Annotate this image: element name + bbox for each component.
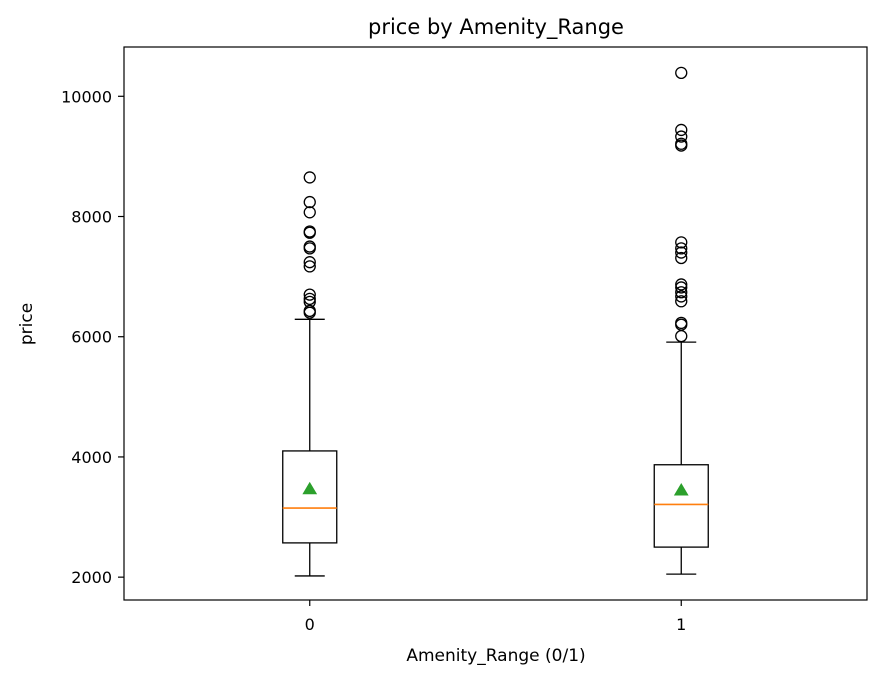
plot-frame xyxy=(123,46,868,601)
x-axis-label: Amenity_Range (0/1) xyxy=(406,646,585,666)
y-axis: 2000 4000 6000 8000 10000 xyxy=(61,87,124,587)
outlier-point xyxy=(675,286,688,299)
outlier-point xyxy=(303,195,316,209)
outlier-point xyxy=(675,130,688,143)
iqr-box xyxy=(282,450,338,544)
x-tick-label: 0 xyxy=(305,615,315,634)
outlier-point xyxy=(675,281,688,294)
y-tick-label: 6000 xyxy=(71,328,112,347)
outlier-point xyxy=(675,316,688,330)
outlier-point xyxy=(675,137,688,150)
mean-marker xyxy=(673,483,689,496)
box-group-1 xyxy=(653,66,709,575)
iqr-box xyxy=(653,464,709,548)
outlier-point xyxy=(675,236,688,249)
outlier-point xyxy=(675,290,688,303)
outlier-point xyxy=(303,225,316,238)
outlier-point xyxy=(303,206,316,219)
outlier-point xyxy=(303,304,316,318)
outlier-point xyxy=(675,251,688,265)
outlier-point xyxy=(303,171,316,184)
mean-marker xyxy=(302,481,318,495)
outlier-point xyxy=(675,278,688,291)
x-tick-label: 1 xyxy=(676,615,686,634)
outlier-point xyxy=(303,240,316,253)
box-group-0 xyxy=(282,171,338,577)
y-tick-label: 4000 xyxy=(71,448,112,467)
chart-title: price by Amenity_Range xyxy=(368,15,624,40)
y-axis-label: price xyxy=(17,303,37,345)
plot-area xyxy=(124,47,867,600)
chart-marks xyxy=(282,66,709,577)
outlier-point xyxy=(675,66,688,79)
y-tick-label: 8000 xyxy=(71,208,112,227)
outlier-point xyxy=(303,256,316,269)
outlier-point xyxy=(675,295,688,308)
outlier-point xyxy=(303,260,316,273)
outlier-point xyxy=(303,292,316,306)
y-tick-label: 2000 xyxy=(71,568,112,587)
outlier-point xyxy=(675,246,688,259)
outlier-point xyxy=(303,288,316,301)
outlier-point xyxy=(675,123,688,137)
outlier-point xyxy=(303,295,316,309)
outlier-point xyxy=(675,242,688,255)
y-tick-label: 10000 xyxy=(61,87,112,106)
